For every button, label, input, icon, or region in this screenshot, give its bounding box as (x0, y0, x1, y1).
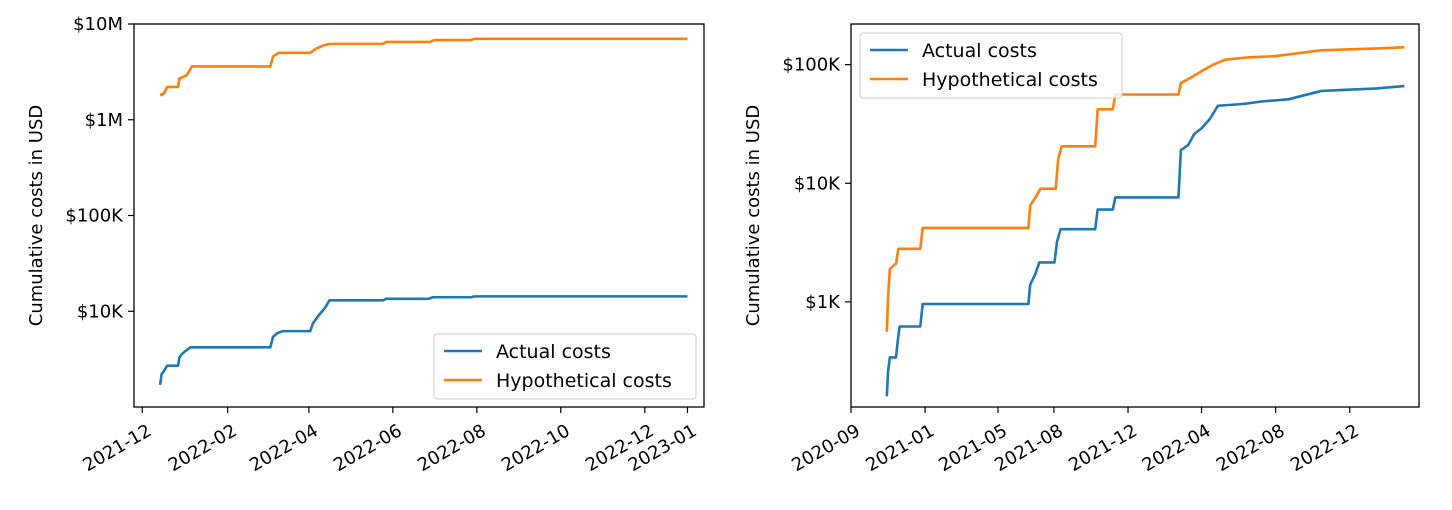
x-tick-label: 2022-08 (1213, 420, 1289, 476)
series-line-hypothetical-costs (159, 37, 688, 97)
legend-box (859, 32, 1123, 99)
x-tick-label: 2022-02 (165, 420, 241, 476)
series-line-actual-costs (885, 84, 1405, 397)
y-tick-label: $10K (77, 301, 124, 322)
legend-label: Hypothetical costs (922, 69, 1098, 91)
legend-label: Actual costs (496, 341, 611, 363)
x-tick-label: 2022-04 (1139, 420, 1215, 476)
y-tick-label: $100K (65, 206, 124, 227)
legend: Actual costs Hypothetical costs (859, 32, 1123, 99)
x-tick-label: 2022-04 (246, 420, 322, 476)
x-tick-label: 2022-10 (498, 420, 574, 476)
y-tick-label: $100K (782, 55, 841, 76)
x-tick-label: 2021-12 (80, 420, 156, 476)
x-tick-label: 2021-01 (862, 420, 938, 476)
y-axis-label: Cumulative costs in USD (26, 105, 47, 327)
x-tick-label: 2022-12 (1287, 420, 1363, 476)
legend-box (433, 333, 697, 400)
y-tick-label: $10M (73, 14, 123, 35)
legend: Actual costs Hypothetical costs (433, 333, 697, 400)
y-tick-label: $1K (805, 292, 841, 313)
x-tick-label: 2021-12 (1065, 420, 1141, 476)
series-line-actual-costs (158, 295, 688, 386)
legend-label: Actual costs (922, 40, 1037, 62)
chart-panel-1: 2021-12 2022-02 2022-04 2022-06 2022-08 2022-… (26, 14, 705, 476)
x-tick-label: 2022-08 (414, 420, 490, 476)
y-tick-label: $1M (85, 110, 123, 131)
x-tick-label: 2022-06 (330, 420, 406, 476)
chart-panel-2: 2020-092021-012021-052021-082021-122022-… (743, 23, 1420, 476)
axes-frame (850, 23, 1420, 408)
series-line-hypothetical-costs (885, 45, 1405, 332)
x-tick-label: 2020-09 (788, 420, 864, 476)
legend-label: Hypothetical costs (496, 370, 672, 392)
y-tick-label: $10K (794, 173, 841, 194)
y-axis-label: Cumulative costs in USD (743, 105, 764, 327)
